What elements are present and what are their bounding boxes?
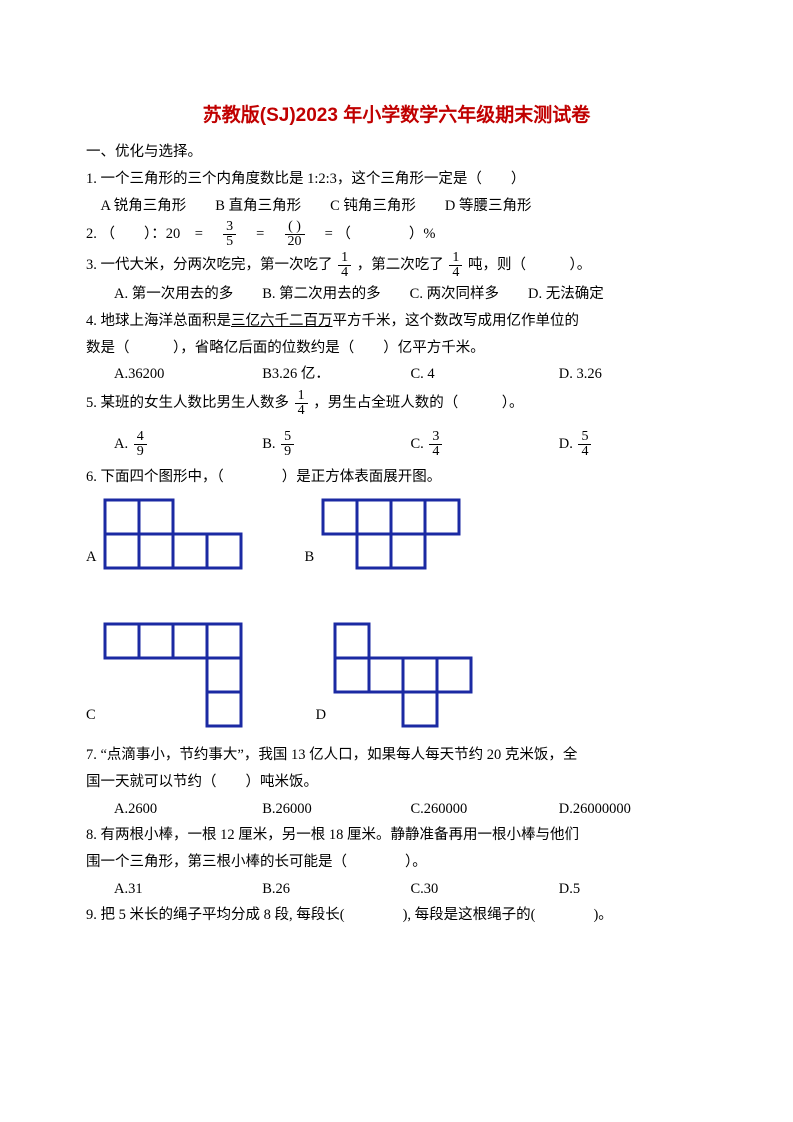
net-A-wrap: A <box>86 497 244 571</box>
section-heading: 一、优化与选择。 <box>86 140 707 165</box>
q2: 2. （ ）：20 = 3 5 = ( ) 20 = （ ）% <box>86 220 707 249</box>
q3-options: A. 第一次用去的多 B. 第二次用去的多 C. 两次同样多 D. 无法确定 <box>114 282 707 307</box>
q2-prefix: 2. （ ）：20 = <box>86 226 217 242</box>
cube-net-B <box>320 497 462 571</box>
cube-net-D <box>332 621 474 729</box>
q8-line1: 8. 有两根小棒，一根 12 厘米，另一根 18 厘米。静静准备再用一根小棒与他… <box>86 823 707 848</box>
q8-line2: 围一个三角形，第三根小棒的长可能是（ ）。 <box>86 850 707 875</box>
page-title: 苏教版(SJ)2023 年小学数学六年级期末测试卷 <box>86 100 707 132</box>
q7-options: A.2600 B.26000 C.260000 D.26000000 <box>114 797 707 822</box>
net-C-wrap: C <box>86 621 244 729</box>
q3: 3. 一代大米，分两次吃完，第一次吃了 1 4 ，第二次吃了 1 4 吨，则（ … <box>86 251 707 280</box>
q3-frac1: 1 4 <box>338 251 351 280</box>
q4-line1: 4. 地球上海洋总面积是三亿六千二百万平方千米，这个数改写成用亿作单位的 <box>86 309 707 334</box>
q1-options: A 锐角三角形 B 直角三角形 C 钝角三角形 D 等腰三角形 <box>86 194 707 219</box>
q3-frac2: 1 4 <box>449 251 462 280</box>
net-A-label: A <box>86 545 96 570</box>
q8-options: A.31 B.26 C.30 D.5 <box>114 877 707 902</box>
q6-text: 6. 下面四个图形中，（ ）是正方体表面展开图。 <box>86 465 707 490</box>
q7-line1: 7. “点滴事小，节约事大”，我国 13 亿人口，如果每人每天节约 20 克米饭… <box>86 743 707 768</box>
q4-options: A.36200 B3.26 亿． C. 4 D. 3.26 <box>114 362 707 387</box>
q2-frac2: ( ) 20 <box>285 220 305 249</box>
net-B-label: B <box>304 545 314 570</box>
cube-net-C <box>102 621 244 729</box>
net-B-wrap: B <box>304 497 462 571</box>
q5-frac: 1 4 <box>295 389 308 418</box>
cube-net-A <box>102 497 244 571</box>
net-D-label: D <box>316 703 326 728</box>
q2-frac1: 3 5 <box>223 220 236 249</box>
net-C-label: C <box>86 703 96 728</box>
q4-line2: 数是（ ），省略亿后面的位数约是（ ）亿平方千米。 <box>86 336 707 361</box>
q5: 5. 某班的女生人数比男生人数多 1 4 ，男生占全班人数的（ ）。 <box>86 389 707 418</box>
q5-options: A. 49 B. 59 C. 34 D. 54 <box>114 430 707 459</box>
net-D-wrap: D <box>316 621 474 729</box>
q7-line2: 国一天就可以节约（ ）吨米饭。 <box>86 770 707 795</box>
q1-text: 1. 一个三角形的三个内角度数比是 1:2:3，这个三角形一定是（ ） <box>86 167 707 192</box>
q9: 9. 把 5 米长的绳子平均分成 8 段, 每段长( ), 每段是这根绳子的( … <box>86 903 707 928</box>
